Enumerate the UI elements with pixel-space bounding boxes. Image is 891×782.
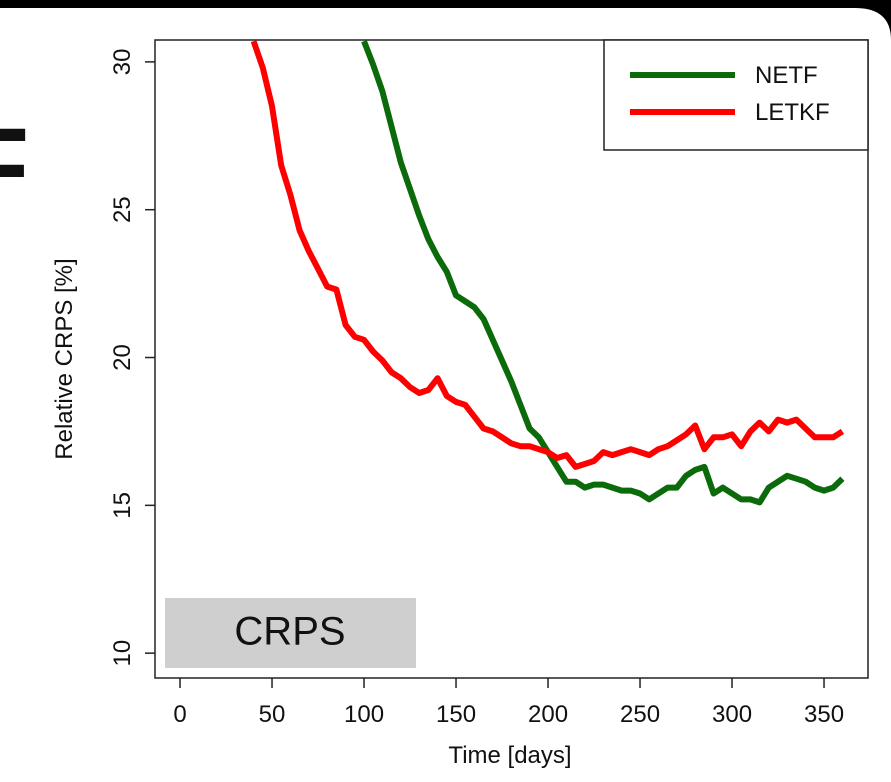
x-tick-label: 250 [620,701,660,728]
y-tick-label: 30 [109,49,136,76]
y-tick-label: 25 [109,196,136,223]
y-tick-label: 10 [109,640,136,667]
legend-label: NETF [755,62,818,89]
x-tick-label: 50 [259,701,286,728]
x-tick-label: 0 [173,701,186,728]
series-line [250,40,845,470]
y-axis-label: Relative CRPS [%] [51,258,78,459]
x-tick-label: 100 [344,701,384,728]
x-axis-label: Time [days] [448,742,571,769]
x-tick-label: 150 [436,701,476,728]
annotation-box [165,598,416,668]
legend-label: LETKF [755,99,830,126]
x-tick-label: 200 [528,701,568,728]
x-tick-label: 350 [804,701,844,728]
legend-box [603,39,869,151]
slide-title-fragment: F [0,106,29,229]
plot-frame [154,39,869,679]
series-line [361,40,845,506]
slide-band [0,0,891,40]
y-tick-label: 15 [109,492,136,519]
x-tick-label: 300 [712,701,752,728]
annotation: CRPS [234,610,345,654]
y-tick-label: 20 [109,344,136,371]
